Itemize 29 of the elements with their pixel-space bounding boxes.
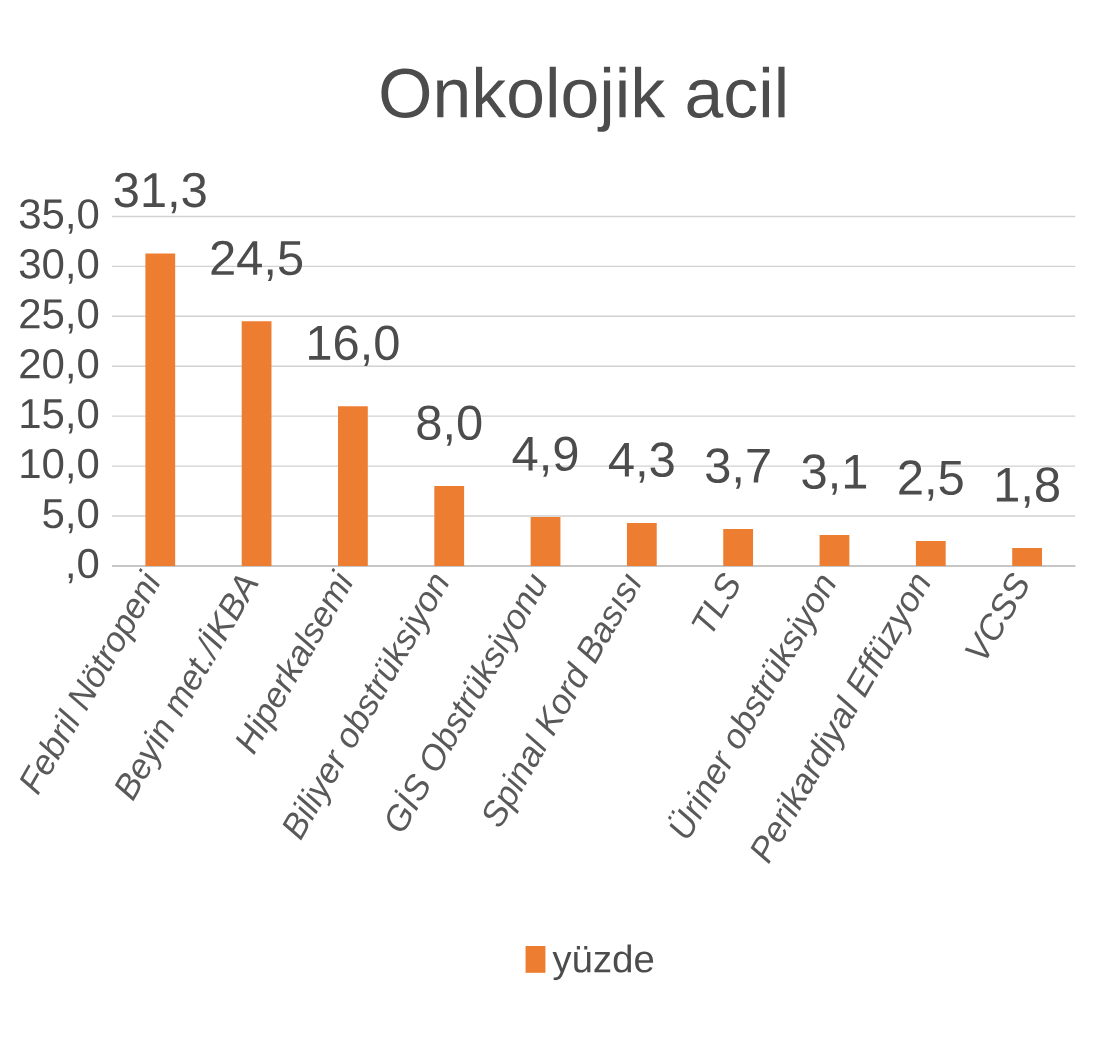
bar — [530, 517, 561, 567]
y-tick-label: 20,0 — [20, 349, 99, 384]
data-label: 3,1 — [802, 454, 867, 495]
bar — [434, 486, 465, 567]
legend-label: yüzde — [552, 944, 654, 981]
data-label: 24,5 — [211, 240, 303, 282]
data-label: 16,0 — [309, 325, 399, 367]
bar — [915, 541, 946, 567]
chart-title: Onkolojik acil — [381, 66, 785, 133]
y-tick-label: 30,0 — [19, 249, 99, 284]
data-label: 4,9 — [512, 436, 578, 477]
data-label: 8,0 — [417, 405, 482, 447]
data-label: 2,5 — [899, 460, 963, 501]
y-tick-label: 10,0 — [21, 449, 99, 484]
bar — [338, 406, 368, 567]
y-tick-label: 5,0 — [43, 498, 99, 534]
data-label: 4,3 — [608, 442, 674, 483]
bar — [241, 321, 272, 567]
data-label: 31,3 — [114, 172, 206, 214]
data-label: 1,8 — [996, 467, 1059, 508]
y-tick-label: 15,0 — [21, 399, 99, 434]
y-tick-label: 35,0 — [19, 199, 99, 234]
y-tick-label: 25,0 — [20, 299, 99, 334]
bar — [145, 253, 176, 567]
bar — [626, 523, 657, 567]
bar — [1012, 548, 1042, 567]
bar — [819, 535, 850, 567]
bar — [723, 529, 754, 567]
data-label: 3,7 — [706, 448, 770, 489]
